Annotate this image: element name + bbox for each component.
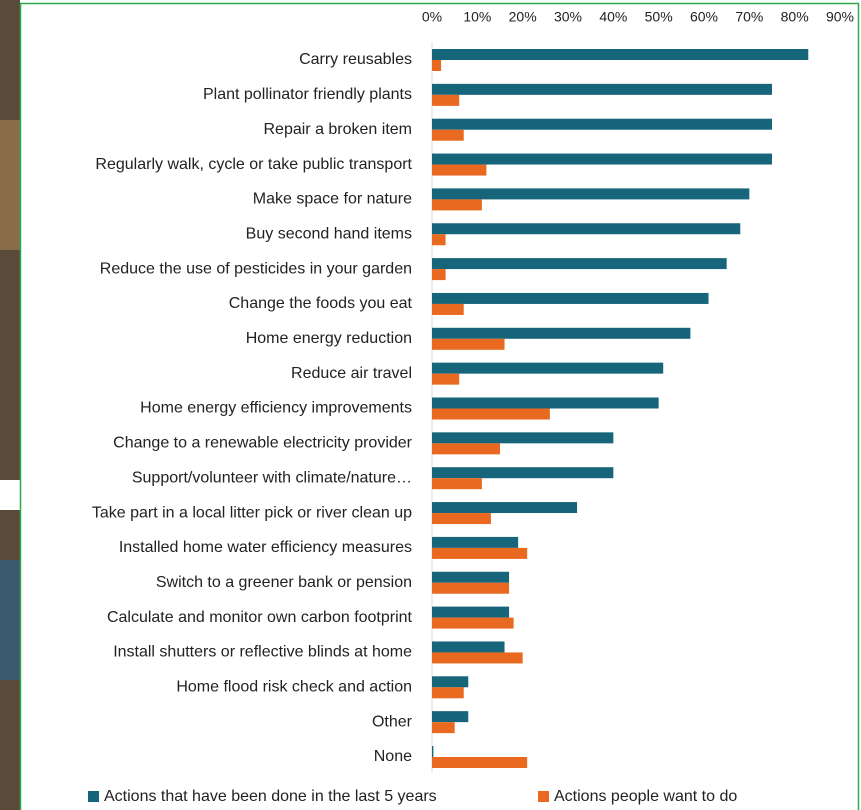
y-tick-label: Home energy efficiency improvements <box>140 400 412 417</box>
bar <box>432 398 659 409</box>
bar <box>432 757 527 768</box>
bar <box>432 154 772 165</box>
bar <box>432 432 613 443</box>
background-photo-strip <box>0 480 20 510</box>
bar <box>432 676 468 687</box>
bar <box>432 583 509 594</box>
x-tick-label: 80% <box>781 9 809 25</box>
x-tick-label: 20% <box>509 9 537 25</box>
bar <box>432 548 527 559</box>
chart: 0% 10% 20% 30% 40% 50% 60% 70% 80% 90% Carry reusa… <box>0 0 861 810</box>
bar <box>432 269 446 280</box>
x-tick-label: 90% <box>826 9 854 25</box>
bar <box>432 641 505 652</box>
bar <box>432 722 455 733</box>
y-tick-label: Reduce air travel <box>291 365 412 382</box>
y-tick-label: Calculate and monitor own carbon footpri… <box>107 609 413 626</box>
bar <box>432 95 459 106</box>
y-tick-label: Change to a renewable electricity provid… <box>113 435 413 452</box>
background-photo-strip <box>0 120 20 250</box>
bar <box>432 711 468 722</box>
bar <box>432 607 509 618</box>
x-tick-label: 60% <box>690 9 718 25</box>
y-tick-label: Reduce the use of pesticides in your gar… <box>100 260 412 277</box>
bar <box>432 746 433 757</box>
bar <box>432 293 709 304</box>
y-tick-label: None <box>374 748 412 765</box>
y-tick-label: Buy second hand items <box>246 225 412 242</box>
y-tick-label: Carry reusables <box>299 51 412 68</box>
y-tick-label: Change the foods you eat <box>229 295 413 312</box>
bar <box>432 687 464 698</box>
bar <box>432 188 749 199</box>
y-tick-label: Home flood risk check and action <box>176 679 412 696</box>
bar <box>432 363 663 374</box>
bar <box>432 165 486 176</box>
y-tick-label: Plant pollinator friendly plants <box>203 86 412 103</box>
bar <box>432 478 482 489</box>
legend-label: Actions people want to do <box>554 788 737 805</box>
x-tick-label: 10% <box>463 9 491 25</box>
bar <box>432 223 740 234</box>
y-tick-label: Home energy reduction <box>246 330 412 347</box>
y-tick-label: Other <box>372 713 413 730</box>
x-tick-label: 0% <box>422 9 442 25</box>
y-tick-label: Repair a broken item <box>263 121 412 138</box>
bar <box>432 537 518 548</box>
y-tick-label: Regularly walk, cycle or take public tra… <box>95 156 412 173</box>
legend-swatch <box>88 791 99 802</box>
bar <box>432 258 727 269</box>
bar <box>432 513 491 524</box>
bar <box>432 130 464 141</box>
bar <box>432 443 500 454</box>
bar <box>432 572 509 583</box>
y-tick-label: Install shutters or reflective blinds at… <box>113 644 412 661</box>
bar <box>432 84 772 95</box>
legend-swatch <box>538 791 549 802</box>
x-tick-label: 50% <box>645 9 673 25</box>
y-tick-label: Switch to a greener bank or pension <box>156 574 412 591</box>
bar <box>432 467 613 478</box>
bar <box>432 304 464 315</box>
bar <box>432 339 505 350</box>
bar <box>432 328 690 339</box>
bar <box>432 502 577 513</box>
bar <box>432 652 523 663</box>
x-tick-label: 70% <box>735 9 763 25</box>
y-tick-label: Support/volunteer with climate/nature… <box>132 469 412 486</box>
x-tick-label: 30% <box>554 9 582 25</box>
y-tick-label: Take part in a local litter pick or rive… <box>92 504 412 521</box>
y-tick-label: Installed home water efficiency measures <box>119 539 412 556</box>
x-tick-label: 40% <box>599 9 627 25</box>
bar <box>432 199 482 210</box>
legend-label: Actions that have been done in the last … <box>104 788 437 805</box>
bar <box>432 234 446 245</box>
bar <box>432 374 459 385</box>
bar <box>432 409 550 420</box>
bar <box>432 618 514 629</box>
background-photo-strip <box>0 560 20 680</box>
bar <box>432 119 772 130</box>
bar <box>432 49 808 60</box>
y-tick-label: Make space for nature <box>253 191 412 208</box>
bar <box>432 60 441 71</box>
